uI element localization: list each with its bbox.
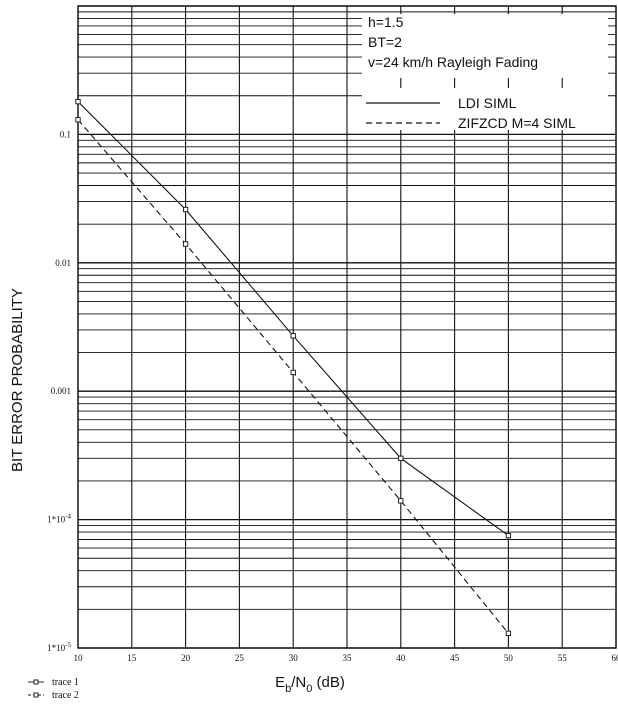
x-tick-label: 15 <box>127 653 137 663</box>
legend-label-zifzcd: ZIFZCD M=4 SIML <box>458 115 576 131</box>
data-point-s2 <box>398 498 404 504</box>
marker-legend: trace 1 trace 2 <box>28 677 79 701</box>
x-tick-label: 30 <box>289 653 299 663</box>
x-axis-title: Eb/N0 (dB) <box>275 674 345 695</box>
x-tick-label: 50 <box>504 653 514 663</box>
x-tick-label: 10 <box>74 653 84 663</box>
legend-label-ldi: LDI SIML <box>458 95 517 111</box>
plot-frame <box>77 5 617 649</box>
data-point-s1 <box>398 455 404 461</box>
y-tick-label: 0.1 <box>60 129 71 139</box>
data-point-s1 <box>75 98 81 105</box>
x-tick-label: 25 <box>235 653 245 663</box>
data-point-s2 <box>290 369 296 376</box>
marker-legend-label-2: trace 2 <box>52 690 79 701</box>
marker-legend-square-1 <box>33 679 39 685</box>
data-point-s1 <box>182 206 189 213</box>
data-point-s2 <box>182 241 189 247</box>
annotation-bt: BT=2 <box>368 34 402 50</box>
x-tick-label: 20 <box>181 653 191 663</box>
y-tick-label: 1*10-5 <box>47 641 71 653</box>
tick-labels: 10 15 20 25 30 35 40 45 50 55 60 1*10-5 1*10-4 0.001 0… <box>47 129 618 663</box>
annotation-fading: v=24 km/h Rayleigh Fading <box>368 54 538 70</box>
x-tick-label: 40 <box>396 653 406 663</box>
data-point-s2 <box>505 630 512 637</box>
y-tick-label: 0.001 <box>51 386 71 396</box>
x-tick-label: 55 <box>558 653 568 663</box>
marker-legend-square-2 <box>33 692 39 698</box>
x-tick-label: 35 <box>343 653 353 663</box>
x-tick-label: 60 <box>612 653 618 663</box>
y-tick-label: 1*10-4 <box>47 513 71 525</box>
annotation-box <box>362 14 608 78</box>
x-tick-label: 45 <box>450 653 460 663</box>
data-point-s2 <box>75 117 81 123</box>
plot-border <box>77 5 617 649</box>
annotation-h: h=1.5 <box>368 14 404 30</box>
legend-box <box>362 88 608 130</box>
y-axis-title: BIT ERROR PROBABILITY <box>9 288 26 472</box>
y-tick-label: 0.01 <box>55 258 71 268</box>
marker-legend-label-1: trace 1 <box>52 677 79 688</box>
series-group <box>75 98 512 637</box>
data-point-s1 <box>290 333 296 339</box>
data-point-s1 <box>505 532 512 539</box>
